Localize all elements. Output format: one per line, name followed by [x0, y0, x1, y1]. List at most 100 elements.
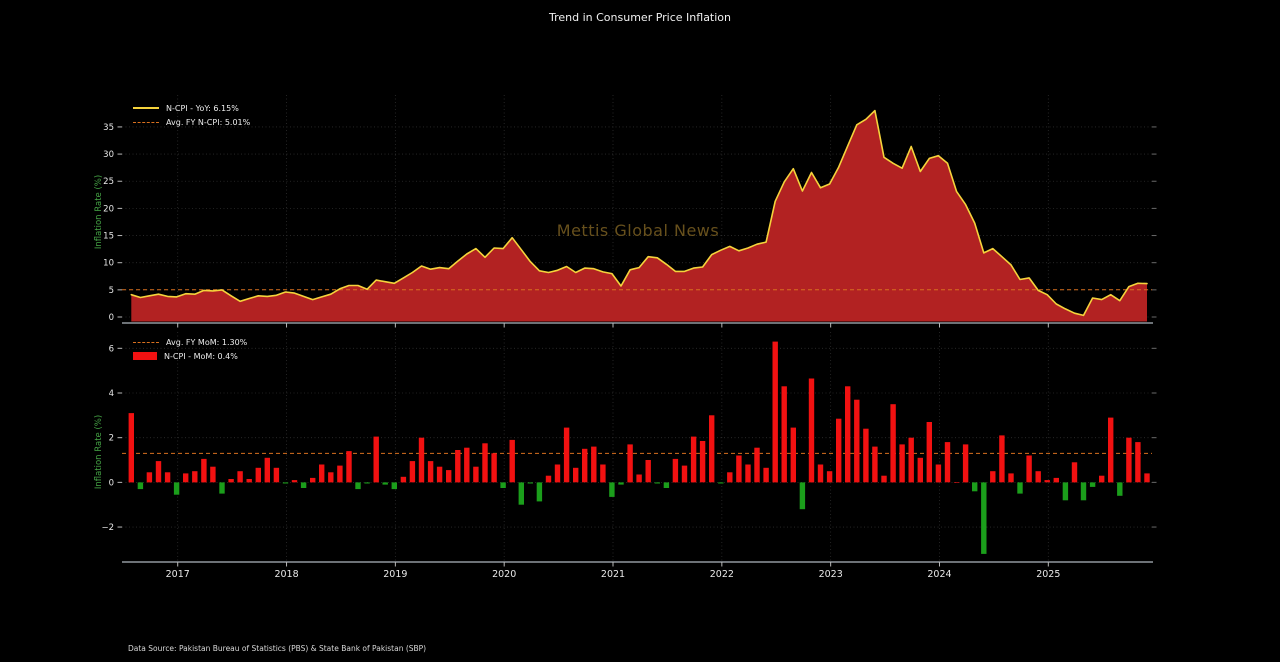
y-tick-label: 0	[109, 478, 114, 488]
mom-bar-positive	[890, 404, 896, 483]
mom-bar-negative	[1080, 482, 1087, 501]
yoy-legend-item: N-CPI - YoY: 6.15%	[133, 103, 250, 113]
mom-bar-positive	[899, 444, 905, 483]
mom-bar-negative	[536, 482, 543, 502]
mom-bar-positive	[926, 422, 932, 483]
mom-bar-positive	[446, 470, 452, 483]
mom-bar-positive	[1071, 462, 1078, 483]
mom-bar-positive	[944, 442, 951, 483]
mom-bar-positive	[600, 464, 606, 483]
mom-bar-positive	[192, 471, 198, 483]
mom-chart-y-tick-labels: −2 0 2 4 6	[101, 344, 114, 533]
mom-bar-positive	[291, 480, 298, 483]
mom-axis-label: Inflation Rate (%)	[94, 414, 104, 490]
mom-bar-positive	[273, 467, 280, 483]
data-source-note: Data Source: Pakistan Bureau of Statisti…	[128, 644, 427, 653]
yoy-legend: N-CPI - YoY: 6.15% Avg. FY N-CPI: 5.01%	[133, 103, 250, 127]
mom-bar-negative	[173, 482, 180, 495]
mom-bar-positive	[953, 482, 960, 483]
mom-bar-positive	[409, 461, 416, 483]
mom-bar-positive	[854, 399, 860, 483]
mom-bar-positive	[917, 457, 923, 483]
mom-bar-positive	[845, 386, 851, 483]
mom-bar-negative	[799, 482, 806, 510]
mom-bar-positive	[1008, 473, 1014, 483]
mom-bars	[128, 341, 1150, 554]
mom-bar-positive	[545, 475, 552, 483]
mom-bar-positive	[1135, 442, 1141, 483]
mom-bar-positive	[881, 475, 887, 483]
mom-bar-negative	[355, 482, 361, 490]
mom-bar-positive	[346, 451, 352, 483]
mom-bar-positive	[201, 458, 207, 483]
mom-bar-positive	[754, 447, 760, 483]
yoy-avg-legend-item: Avg. FY N-CPI: 5.01%	[133, 117, 250, 127]
mom-bar-positive	[255, 467, 261, 483]
mom-bar-positive	[563, 427, 570, 483]
y-tick-label: 35	[103, 123, 114, 133]
mom-bar-negative	[972, 482, 978, 492]
mom-bar-positive	[264, 457, 270, 483]
mom-bar-positive	[464, 447, 470, 483]
yoy-chart-ticks	[117, 126, 1157, 328]
mom-bar-positive	[482, 443, 488, 483]
mom-bar-positive	[990, 471, 996, 483]
mom-bar-positive	[727, 472, 733, 483]
year-label: 2025	[1036, 569, 1060, 580]
year-label: 2020	[492, 569, 516, 580]
mom-bar-negative	[500, 482, 506, 488]
mom-bar-positive	[591, 446, 597, 483]
yoy-avg-legend-label: Avg. FY N-CPI: 5.01%	[166, 117, 251, 127]
mom-bar-negative	[364, 482, 370, 484]
mom-bar-positive	[146, 472, 153, 483]
mom-bar-positive	[817, 464, 824, 483]
mom-bar-positive	[328, 472, 334, 483]
y-tick-label: 5	[109, 286, 114, 296]
avg-fy-mom-dash-sample-icon	[133, 341, 159, 343]
mom-bar-positive	[781, 386, 787, 483]
mom-bar-positive	[183, 473, 189, 483]
mom-bar-positive	[699, 441, 706, 483]
y-tick-label: 20	[103, 204, 114, 214]
mom-bar-positive	[935, 464, 942, 483]
mom-bar-positive	[310, 477, 316, 483]
mom-bar-positive	[237, 471, 243, 483]
mom-bar-positive	[554, 464, 561, 483]
mom-bar-positive	[155, 461, 162, 483]
mom-bar-negative	[1089, 482, 1096, 487]
mom-bar-positive	[908, 437, 914, 483]
y-tick-label: 4	[109, 389, 114, 399]
y-tick-label: 30	[103, 150, 114, 160]
mom-bar-positive	[808, 378, 815, 483]
mom-bar-positive	[319, 464, 325, 483]
yoy-line-sample-icon	[133, 107, 159, 109]
y-tick-label: 0	[109, 313, 114, 323]
mom-bar-positive	[863, 428, 869, 483]
mom-bar-positive	[582, 448, 588, 483]
mom-bar-positive	[1026, 455, 1032, 483]
mom-bar-positive	[373, 436, 379, 483]
mom-bar-positive	[337, 465, 343, 483]
mom-bar-positive	[210, 466, 216, 483]
mom-bar-positive	[772, 341, 778, 483]
mom-chart-ticks	[117, 347, 1157, 567]
year-label: 2019	[383, 569, 407, 580]
y-tick-label: 15	[103, 232, 114, 242]
mom-legend: Avg. FY MoM: 1.30% N-CPI - MoM: 0.4%	[133, 337, 247, 361]
mom-chart-gridlines	[122, 332, 1152, 561]
mom-bar-positive	[509, 439, 515, 483]
x-tick-labels: 2017 2018 2019 2020 2021 2022 2023 2024 2025	[166, 569, 1061, 580]
yoy-axis-label: Inflation Rate (%)	[94, 174, 104, 250]
mom-avg-legend-label: Avg. FY MoM: 1.30%	[166, 337, 248, 347]
mom-bar-positive	[636, 474, 642, 483]
mom-bar-negative	[382, 482, 388, 485]
year-label: 2023	[819, 569, 843, 580]
mom-bar-positive	[645, 460, 651, 483]
mom-bar-positive	[228, 479, 234, 483]
y-tick-label: −2	[101, 523, 114, 533]
mom-bar-positive	[1035, 471, 1041, 483]
mom-avg-legend-item: Avg. FY MoM: 1.30%	[133, 337, 247, 347]
mom-bar-negative	[518, 482, 524, 505]
